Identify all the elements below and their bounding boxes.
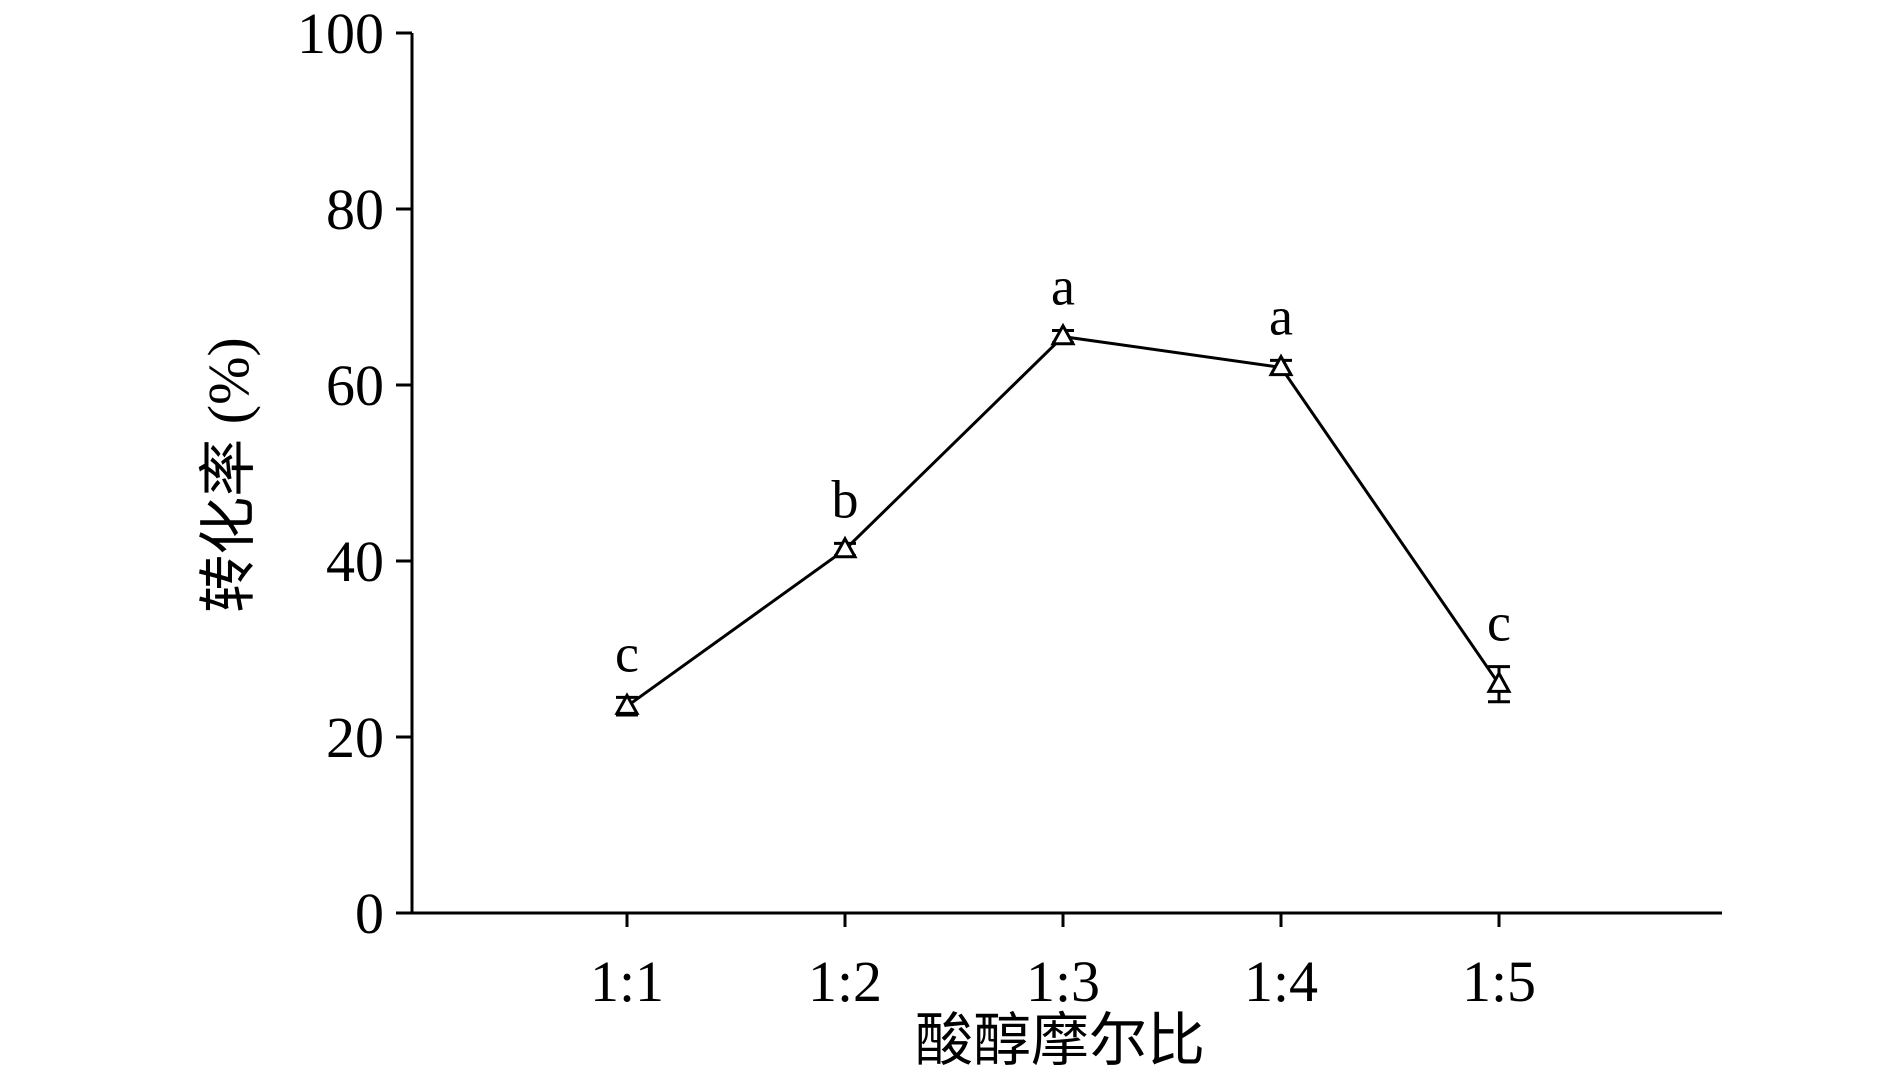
data-point <box>1268 353 1294 377</box>
significance-label: b <box>832 469 859 529</box>
y-tick-label: 60 <box>326 353 384 418</box>
x-tick-label: 1:1 <box>590 949 664 1014</box>
x-tick-label: 1:4 <box>1244 949 1318 1014</box>
significance-label: c <box>1487 593 1511 653</box>
significance-label: a <box>1269 286 1293 346</box>
series-line <box>626 335 1501 708</box>
y-tick-label: 80 <box>326 177 384 242</box>
significance-label: a <box>1051 256 1075 316</box>
x-tick-label: 1:5 <box>1462 949 1536 1014</box>
data-point <box>614 692 640 715</box>
significance-label: c <box>615 623 639 683</box>
series-layer: c b a a c <box>614 256 1512 717</box>
x-tick-label: 1:2 <box>808 949 882 1014</box>
axes: 0 20 40 60 80 100 1:1 1:2 1:3 1:4 1:5 <box>297 1 1722 1014</box>
y-tick-label: 20 <box>326 705 384 770</box>
y-tick-label: 100 <box>297 1 384 66</box>
y-tick-label: 0 <box>355 881 384 946</box>
data-point <box>832 535 858 559</box>
x-axis-title: 酸醇摩尔比 <box>915 1008 1205 1073</box>
y-tick-label: 40 <box>326 529 384 594</box>
data-point <box>1486 670 1512 693</box>
data-point <box>1050 322 1076 346</box>
y-axis-title: 转化率 (%) <box>196 337 261 612</box>
x-tick-label: 1:3 <box>1026 949 1100 1014</box>
